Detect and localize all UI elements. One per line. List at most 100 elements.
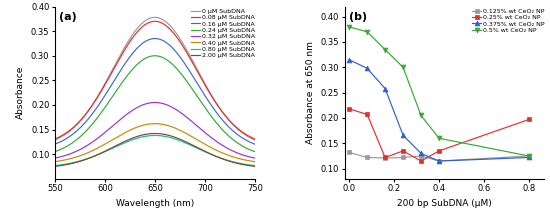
0.08 μM SubDNA — [216, 106, 222, 109]
0.08 μM SubDNA — [151, 20, 158, 23]
0.125% wt CeO₂ NP — [364, 156, 371, 159]
0.40 μM SubDNA — [247, 160, 254, 162]
0 μM SubDNA — [52, 139, 58, 141]
2.00 μM SubDNA — [52, 165, 58, 168]
0.25% wt CeO₂ NP — [400, 150, 406, 152]
Line: 0.08 μM SubDNA: 0.08 μM SubDNA — [55, 21, 255, 139]
Line: 0.40 μM SubDNA: 0.40 μM SubDNA — [55, 124, 255, 162]
0.08 μM SubDNA — [160, 23, 167, 25]
0.40 μM SubDNA — [151, 122, 158, 125]
0.125% wt CeO₂ NP — [346, 151, 353, 154]
X-axis label: 200 bp SubDNA (μM): 200 bp SubDNA (μM) — [397, 199, 492, 208]
Line: 0.5% wt CeO₂ NP: 0.5% wt CeO₂ NP — [346, 24, 531, 158]
0.25% wt CeO₂ NP — [436, 150, 442, 152]
0.80 μM SubDNA — [216, 156, 222, 159]
0.5% wt CeO₂ NP — [382, 48, 388, 51]
0.24 μM SubDNA — [52, 150, 58, 153]
0.08 μM SubDNA — [147, 21, 153, 24]
Text: (a): (a) — [59, 12, 77, 22]
0 μM SubDNA — [216, 106, 222, 109]
0.125% wt CeO₂ NP — [436, 160, 442, 162]
2.00 μM SubDNA — [251, 165, 258, 168]
0.375% wt CeO₂ NP — [364, 67, 371, 70]
0.375% wt CeO₂ NP — [436, 160, 442, 162]
0.125% wt CeO₂ NP — [400, 156, 406, 159]
0.40 μM SubDNA — [160, 123, 167, 126]
Line: 0.125% wt CeO₂ NP: 0.125% wt CeO₂ NP — [346, 150, 531, 164]
0.16 μM SubDNA — [216, 115, 222, 117]
0.16 μM SubDNA — [160, 39, 167, 42]
2.00 μM SubDNA — [160, 133, 167, 136]
2.00 μM SubDNA — [216, 156, 222, 159]
0.80 μM SubDNA — [247, 164, 254, 166]
0.40 μM SubDNA — [171, 126, 178, 129]
0.16 μM SubDNA — [247, 141, 254, 144]
0 μM SubDNA — [171, 29, 178, 32]
0.32 μM SubDNA — [160, 102, 167, 105]
0.24 μM SubDNA — [151, 54, 158, 57]
0.16 μM SubDNA — [171, 49, 178, 51]
0.32 μM SubDNA — [247, 156, 254, 158]
0.25% wt CeO₂ NP — [346, 107, 353, 110]
0.5% wt CeO₂ NP — [436, 137, 442, 140]
0.5% wt CeO₂ NP — [364, 31, 371, 33]
0.32 μM SubDNA — [171, 107, 178, 110]
0.16 μM SubDNA — [251, 143, 258, 145]
0 μM SubDNA — [147, 17, 153, 20]
0.32 μM SubDNA — [151, 101, 158, 104]
0.24 μM SubDNA — [216, 125, 222, 127]
0.40 μM SubDNA — [251, 160, 258, 163]
0.32 μM SubDNA — [216, 142, 222, 145]
0.5% wt CeO₂ NP — [525, 155, 532, 157]
0.80 μM SubDNA — [171, 137, 178, 140]
0.40 μM SubDNA — [147, 123, 153, 125]
0 μM SubDNA — [251, 139, 258, 141]
0.16 μM SubDNA — [151, 37, 158, 40]
0.08 μM SubDNA — [171, 33, 178, 35]
2.00 μM SubDNA — [151, 132, 158, 135]
0.24 μM SubDNA — [247, 149, 254, 151]
Line: 0.16 μM SubDNA: 0.16 μM SubDNA — [55, 39, 255, 144]
0.125% wt CeO₂ NP — [525, 155, 532, 157]
Text: (b): (b) — [349, 12, 367, 22]
0.40 μM SubDNA — [148, 123, 155, 125]
0.16 μM SubDNA — [147, 38, 153, 41]
0 μM SubDNA — [151, 16, 158, 19]
Y-axis label: Absorbance at 650 nm: Absorbance at 650 nm — [306, 41, 315, 144]
0.5% wt CeO₂ NP — [418, 114, 425, 117]
0.16 μM SubDNA — [52, 143, 58, 145]
Y-axis label: Absorbance: Absorbance — [16, 66, 25, 119]
Legend: 0 μM SubDNA, 0.08 μM SubDNA, 0.16 μM SubDNA, 0.24 μM SubDNA, 0.32 μM SubDNA, 0.4: 0 μM SubDNA, 0.08 μM SubDNA, 0.16 μM Sub… — [190, 8, 256, 59]
0.08 μM SubDNA — [251, 138, 258, 140]
0.25% wt CeO₂ NP — [382, 156, 388, 159]
0.16 μM SubDNA — [148, 38, 155, 40]
Line: 0.24 μM SubDNA: 0.24 μM SubDNA — [55, 56, 255, 152]
0.08 μM SubDNA — [148, 20, 155, 23]
0.32 μM SubDNA — [148, 101, 155, 104]
2.00 μM SubDNA — [147, 132, 153, 135]
0.375% wt CeO₂ NP — [346, 58, 353, 61]
0.125% wt CeO₂ NP — [382, 157, 388, 159]
0.25% wt CeO₂ NP — [525, 118, 532, 121]
0.80 μM SubDNA — [147, 134, 153, 137]
Line: 0.25% wt CeO₂ NP: 0.25% wt CeO₂ NP — [346, 106, 531, 164]
0.5% wt CeO₂ NP — [400, 66, 406, 69]
0.375% wt CeO₂ NP — [400, 134, 406, 136]
0.24 μM SubDNA — [251, 150, 258, 153]
0.80 μM SubDNA — [160, 135, 167, 137]
0.32 μM SubDNA — [251, 157, 258, 159]
0.80 μM SubDNA — [251, 164, 258, 167]
0 μM SubDNA — [148, 17, 155, 19]
0.24 μM SubDNA — [147, 55, 153, 58]
0.24 μM SubDNA — [171, 65, 178, 67]
Line: 0.375% wt CeO₂ NP: 0.375% wt CeO₂ NP — [346, 57, 531, 164]
0.375% wt CeO₂ NP — [418, 152, 425, 155]
0.40 μM SubDNA — [216, 150, 222, 153]
2.00 μM SubDNA — [171, 136, 178, 138]
0.32 μM SubDNA — [52, 157, 58, 159]
0.08 μM SubDNA — [247, 136, 254, 138]
2.00 μM SubDNA — [247, 165, 254, 167]
0.24 μM SubDNA — [160, 56, 167, 59]
0.32 μM SubDNA — [147, 102, 153, 104]
0.375% wt CeO₂ NP — [382, 87, 388, 90]
